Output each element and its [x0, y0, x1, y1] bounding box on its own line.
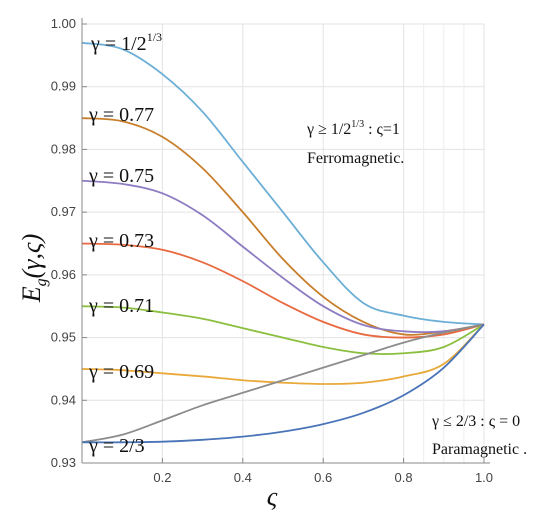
- y-tick-label: 0.98: [51, 141, 76, 156]
- curve-label-gamma-0-71: γ = 0.71: [88, 295, 154, 317]
- series-line-7: [81, 323, 485, 444]
- x-tick-label: 0.8: [395, 470, 413, 485]
- series-line-1: [81, 117, 485, 336]
- ferromagnetic-label: Ferromagnetic.: [307, 150, 404, 167]
- x-tick-label: 0.4: [234, 470, 252, 485]
- y-tick-label: 0.97: [51, 204, 76, 219]
- paramagnetic-condition: γ ≤ 2/3 : ς = 0: [431, 413, 520, 430]
- series-line-5: [81, 323, 485, 385]
- curve-label-gamma-inv-cbrt2: γ = 1/21/3: [90, 30, 162, 55]
- x-tick-label: 1.0: [475, 470, 493, 485]
- curve-label-gamma-2-3: γ = 2/3: [88, 435, 145, 457]
- y-tick-labels: 0.93 0.94 0.95 0.96 0.97 0.98 0.99 1.00: [51, 16, 76, 470]
- axes: [81, 18, 490, 464]
- ferromagnetic-condition: γ ≥ 1/21/3 : ς=1: [306, 119, 400, 138]
- series-line-0: [81, 41, 485, 326]
- paramagnetic-label: Paramagnetic .: [432, 441, 527, 458]
- curve-label-gamma-0-75: γ = 0.75: [88, 165, 154, 187]
- series-line-2: [81, 179, 485, 334]
- curve-label-gamma-0-77: γ = 0.77: [88, 104, 154, 126]
- series-line-6: [81, 323, 485, 444]
- series-line-4: [81, 305, 485, 355]
- series-line-3: [81, 242, 485, 339]
- y-axis-title: Eg(γ,ς): [17, 234, 50, 304]
- x-tick-label: 0.6: [314, 470, 332, 485]
- y-tick-label: 0.95: [51, 330, 76, 345]
- x-tick-label: 0.2: [153, 470, 171, 485]
- x-tick-labels: 0.2 0.4 0.6 0.8 1.0: [153, 470, 493, 485]
- y-tick-label: 0.96: [51, 267, 76, 282]
- series-lines: [81, 41, 485, 444]
- y-tick-label: 0.93: [51, 455, 76, 470]
- y-tick-label: 0.94: [51, 392, 76, 407]
- x-axis-title: ς: [267, 482, 278, 511]
- y-tick-label: 0.99: [51, 79, 76, 94]
- y-tick-label: 1.00: [51, 16, 76, 31]
- curve-label-gamma-0-73: γ = 0.73: [88, 230, 154, 252]
- curve-label-gamma-0-69: γ = 0.69: [88, 361, 154, 383]
